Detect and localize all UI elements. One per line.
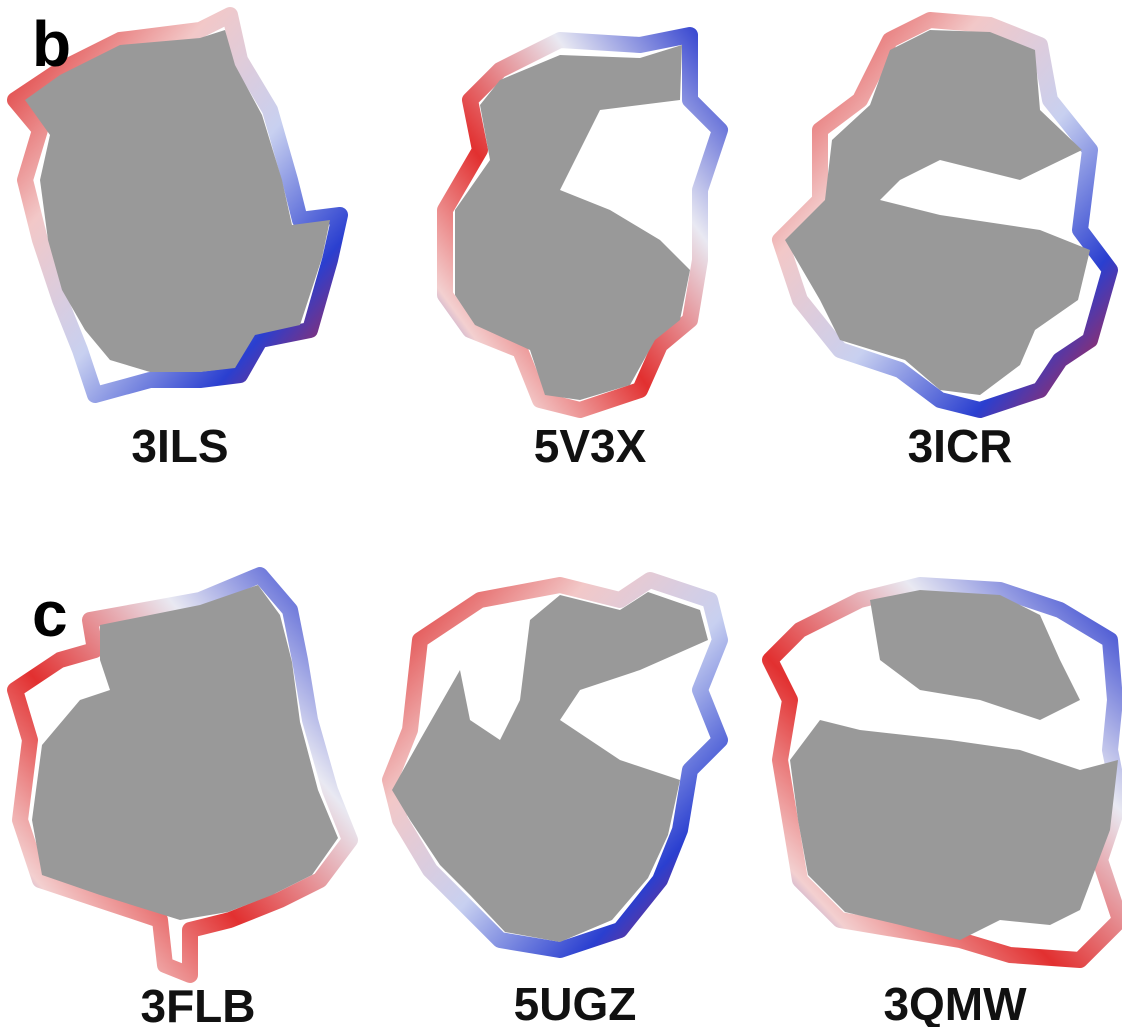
structure-label: 5V3X (534, 420, 647, 472)
structure-label: 3FLB (141, 980, 256, 1027)
structure-label: 3ICR (908, 420, 1013, 472)
structure-label: 3QMW (883, 978, 1027, 1027)
structure-label: 3ILS (131, 420, 228, 472)
surface-3icr (780, 20, 1110, 410)
surface-5ugz (390, 580, 720, 950)
panel-label: b (32, 8, 71, 80)
surface-3qmw (770, 585, 1120, 960)
structure-label: 5UGZ (514, 978, 637, 1027)
surface-5v3x (445, 35, 720, 410)
panel-label: c (32, 578, 68, 650)
figure: b c 3ILS 5V3X 3ICR 3FLB 5UGZ 3QMW (0, 0, 1122, 1027)
